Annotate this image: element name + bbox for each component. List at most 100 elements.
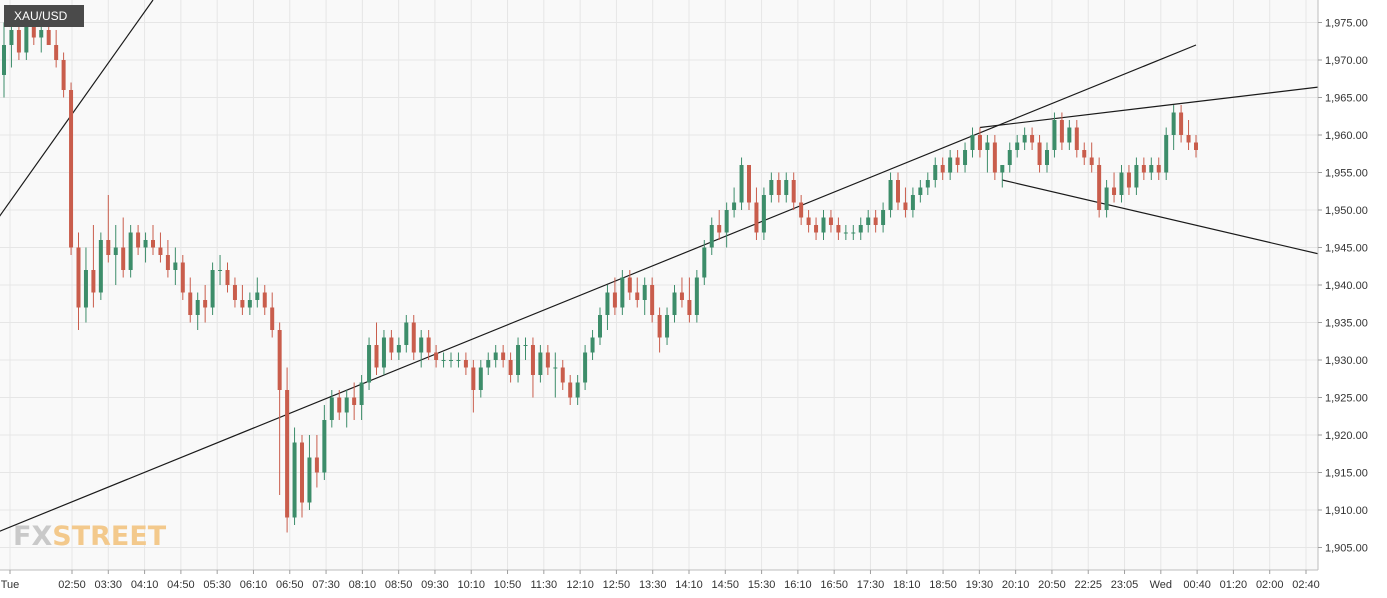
candle-body bbox=[389, 337, 394, 353]
candle bbox=[538, 345, 543, 383]
candle bbox=[657, 307, 662, 353]
symbol-badge: XAU/USD bbox=[4, 5, 84, 27]
x-tick-label: 05:30 bbox=[203, 579, 231, 591]
candle-body bbox=[1179, 112, 1184, 135]
candle bbox=[478, 360, 483, 398]
candle bbox=[925, 172, 930, 195]
candle bbox=[277, 322, 282, 495]
candle-body bbox=[1037, 142, 1042, 165]
candle-body bbox=[307, 457, 312, 503]
x-tick-label: 16:50 bbox=[820, 579, 848, 591]
candle bbox=[650, 277, 655, 323]
candle-body bbox=[642, 285, 647, 300]
candle-body bbox=[121, 247, 126, 270]
candle-body bbox=[1149, 165, 1154, 173]
trendlines bbox=[0, 0, 1318, 532]
candle-body bbox=[1134, 165, 1139, 188]
candle bbox=[873, 210, 878, 233]
candle bbox=[918, 180, 923, 203]
candle-body bbox=[46, 30, 51, 45]
candle bbox=[888, 172, 893, 218]
candle-body bbox=[851, 232, 856, 234]
candle bbox=[560, 360, 565, 390]
candle-body bbox=[657, 315, 662, 338]
time-axis: Tue 02:50 03:30 04:10 04:50 05:30 06:10 06:50 07… bbox=[1, 570, 1320, 591]
candle-body bbox=[799, 202, 804, 218]
candle-body bbox=[411, 322, 416, 353]
candle-body bbox=[679, 292, 684, 300]
candle-body bbox=[687, 300, 692, 315]
candle-body bbox=[1045, 150, 1049, 165]
candle-body bbox=[91, 270, 96, 293]
candle bbox=[881, 202, 886, 233]
candle bbox=[702, 240, 707, 285]
candle-body bbox=[419, 337, 424, 353]
x-tick-label: 01:20 bbox=[1220, 579, 1248, 591]
candle-body bbox=[262, 292, 267, 308]
candle-body bbox=[1074, 127, 1079, 150]
candle bbox=[210, 262, 215, 315]
candle-body bbox=[1015, 142, 1020, 150]
candle-body bbox=[709, 225, 714, 248]
candle bbox=[955, 150, 960, 173]
x-tick-label: 06:10 bbox=[240, 579, 268, 591]
candle bbox=[337, 390, 342, 420]
candle-body bbox=[590, 337, 595, 353]
candle-body bbox=[232, 285, 237, 300]
candle-body bbox=[1089, 157, 1094, 165]
candle bbox=[426, 330, 431, 360]
candle-body bbox=[665, 315, 670, 338]
candle bbox=[828, 210, 833, 233]
candle bbox=[83, 247, 88, 323]
candle-body bbox=[381, 337, 386, 368]
candle bbox=[113, 225, 118, 285]
candle bbox=[1015, 135, 1020, 158]
candle bbox=[344, 390, 349, 428]
candle bbox=[247, 292, 252, 315]
candle-body bbox=[814, 225, 819, 233]
candle bbox=[76, 232, 81, 330]
candle bbox=[1126, 165, 1131, 195]
candle bbox=[724, 202, 729, 248]
candle bbox=[717, 210, 722, 240]
candle-body bbox=[977, 135, 982, 150]
x-tick-label: 06:50 bbox=[276, 579, 304, 591]
candle-body bbox=[694, 277, 699, 315]
candle bbox=[314, 435, 319, 488]
candle bbox=[1089, 142, 1094, 173]
candle bbox=[270, 292, 275, 338]
candle-body bbox=[970, 135, 975, 150]
candle bbox=[836, 217, 841, 240]
candle-body bbox=[538, 352, 543, 375]
x-tick-label: 12:50 bbox=[603, 579, 631, 591]
candle-body bbox=[98, 240, 103, 293]
candle-body bbox=[54, 45, 59, 60]
candle-body bbox=[69, 90, 74, 248]
candle-body bbox=[598, 315, 602, 338]
candle-body bbox=[195, 300, 200, 315]
candle bbox=[218, 255, 223, 285]
watermark-part-street: STREET bbox=[52, 521, 167, 552]
y-tick-label: 1,935.00 bbox=[1325, 318, 1368, 330]
trendline bbox=[0, 44, 1197, 532]
candle bbox=[851, 225, 856, 240]
candle-body bbox=[739, 165, 744, 203]
price-axis: 1,905.00 1,910.00 1,915.00 1,920.00 1,925.00… bbox=[1318, 18, 1368, 555]
candle bbox=[1194, 135, 1198, 158]
candle bbox=[165, 240, 170, 278]
candle-body bbox=[761, 195, 766, 233]
x-tick-label: 10:10 bbox=[457, 579, 485, 591]
candle bbox=[463, 352, 468, 375]
candle-body bbox=[1104, 187, 1109, 210]
candle bbox=[1104, 180, 1109, 218]
candle-body bbox=[1112, 187, 1117, 195]
candle-body bbox=[143, 240, 148, 248]
candle bbox=[896, 172, 900, 210]
candle bbox=[970, 127, 975, 158]
candle-body bbox=[1067, 127, 1072, 143]
x-tick-label: 18:10 bbox=[893, 579, 921, 591]
candle-body bbox=[948, 157, 953, 173]
candle bbox=[948, 150, 953, 180]
candle-body bbox=[985, 142, 990, 150]
candle bbox=[642, 277, 647, 315]
